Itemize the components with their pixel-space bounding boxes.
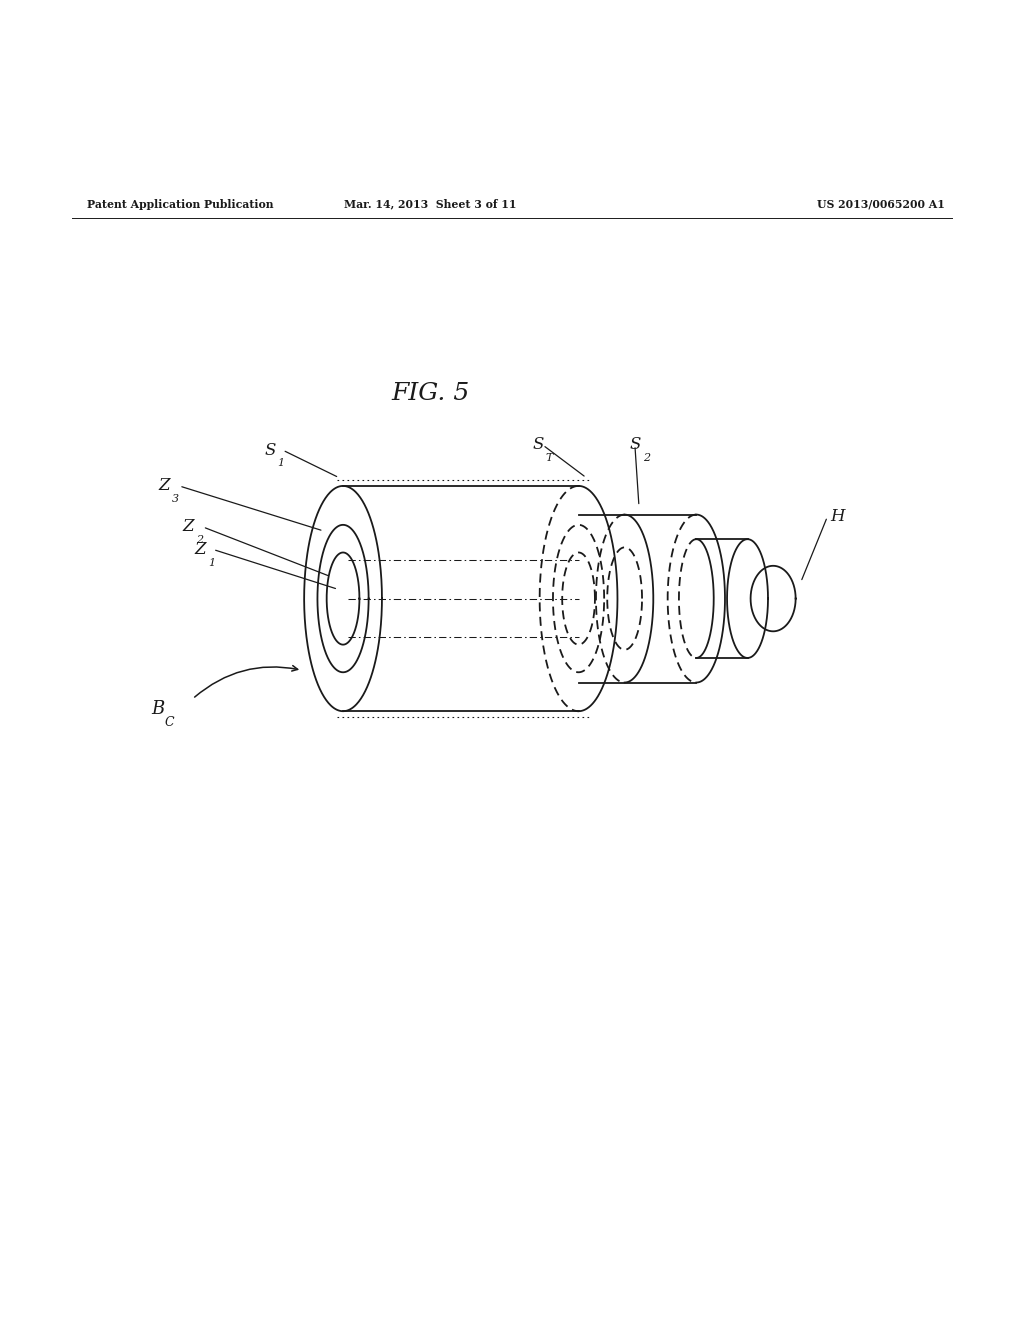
Text: S: S xyxy=(630,437,641,454)
Text: 2: 2 xyxy=(643,453,650,463)
Text: FIG. 5: FIG. 5 xyxy=(391,383,469,405)
Text: 2: 2 xyxy=(196,535,203,545)
Text: H: H xyxy=(830,508,845,525)
Text: US 2013/0065200 A1: US 2013/0065200 A1 xyxy=(817,199,944,210)
Text: S: S xyxy=(264,442,275,458)
Text: 1: 1 xyxy=(278,458,285,469)
Text: Z: Z xyxy=(182,519,194,536)
Text: S: S xyxy=(532,437,544,454)
Text: B: B xyxy=(152,700,165,718)
Text: Z: Z xyxy=(159,478,170,495)
Text: 3: 3 xyxy=(172,494,179,504)
Text: 1: 1 xyxy=(208,558,215,568)
Text: C: C xyxy=(165,715,174,729)
Text: Mar. 14, 2013  Sheet 3 of 11: Mar. 14, 2013 Sheet 3 of 11 xyxy=(344,199,516,210)
Text: Patent Application Publication: Patent Application Publication xyxy=(87,199,273,210)
Text: Z: Z xyxy=(195,541,206,558)
Text: T: T xyxy=(546,453,553,463)
